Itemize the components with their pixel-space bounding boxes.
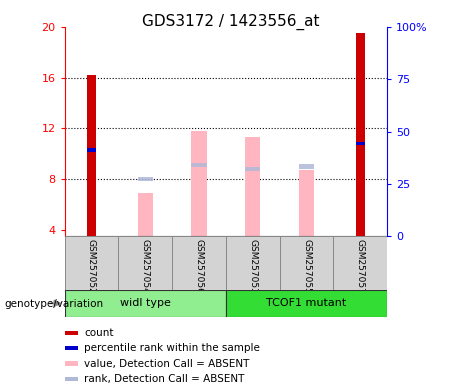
Bar <box>191 163 207 167</box>
Text: GSM257055: GSM257055 <box>302 239 311 294</box>
Bar <box>138 177 153 181</box>
Bar <box>226 236 280 290</box>
Text: widl type: widl type <box>120 298 171 308</box>
Bar <box>65 290 226 317</box>
Bar <box>333 236 387 290</box>
Text: genotype/variation: genotype/variation <box>5 299 104 309</box>
Bar <box>172 236 226 290</box>
Bar <box>299 164 314 169</box>
Bar <box>65 377 78 381</box>
Bar <box>355 33 365 236</box>
Bar <box>280 236 333 290</box>
Text: GDS3172 / 1423556_at: GDS3172 / 1423556_at <box>142 13 319 30</box>
Text: TCOF1 mutant: TCOF1 mutant <box>266 298 347 308</box>
Text: count: count <box>84 328 113 338</box>
Bar <box>87 75 96 236</box>
Bar <box>65 331 78 335</box>
Bar <box>245 137 260 236</box>
Bar <box>65 236 118 290</box>
Text: GSM257052: GSM257052 <box>87 239 96 294</box>
Bar <box>299 170 314 236</box>
Text: value, Detection Call = ABSENT: value, Detection Call = ABSENT <box>84 359 249 369</box>
Bar <box>65 346 78 351</box>
Bar <box>138 193 153 236</box>
Bar <box>245 167 260 171</box>
Text: GSM257056: GSM257056 <box>195 239 203 294</box>
Bar <box>226 290 387 317</box>
Text: GSM257053: GSM257053 <box>248 239 257 294</box>
Text: GSM257054: GSM257054 <box>141 239 150 294</box>
Text: percentile rank within the sample: percentile rank within the sample <box>84 343 260 353</box>
Bar <box>65 361 78 366</box>
Text: GSM257057: GSM257057 <box>356 239 365 294</box>
Bar <box>355 142 365 146</box>
Text: rank, Detection Call = ABSENT: rank, Detection Call = ABSENT <box>84 374 244 384</box>
Bar <box>191 131 207 236</box>
Bar <box>118 236 172 290</box>
Bar <box>87 148 96 152</box>
